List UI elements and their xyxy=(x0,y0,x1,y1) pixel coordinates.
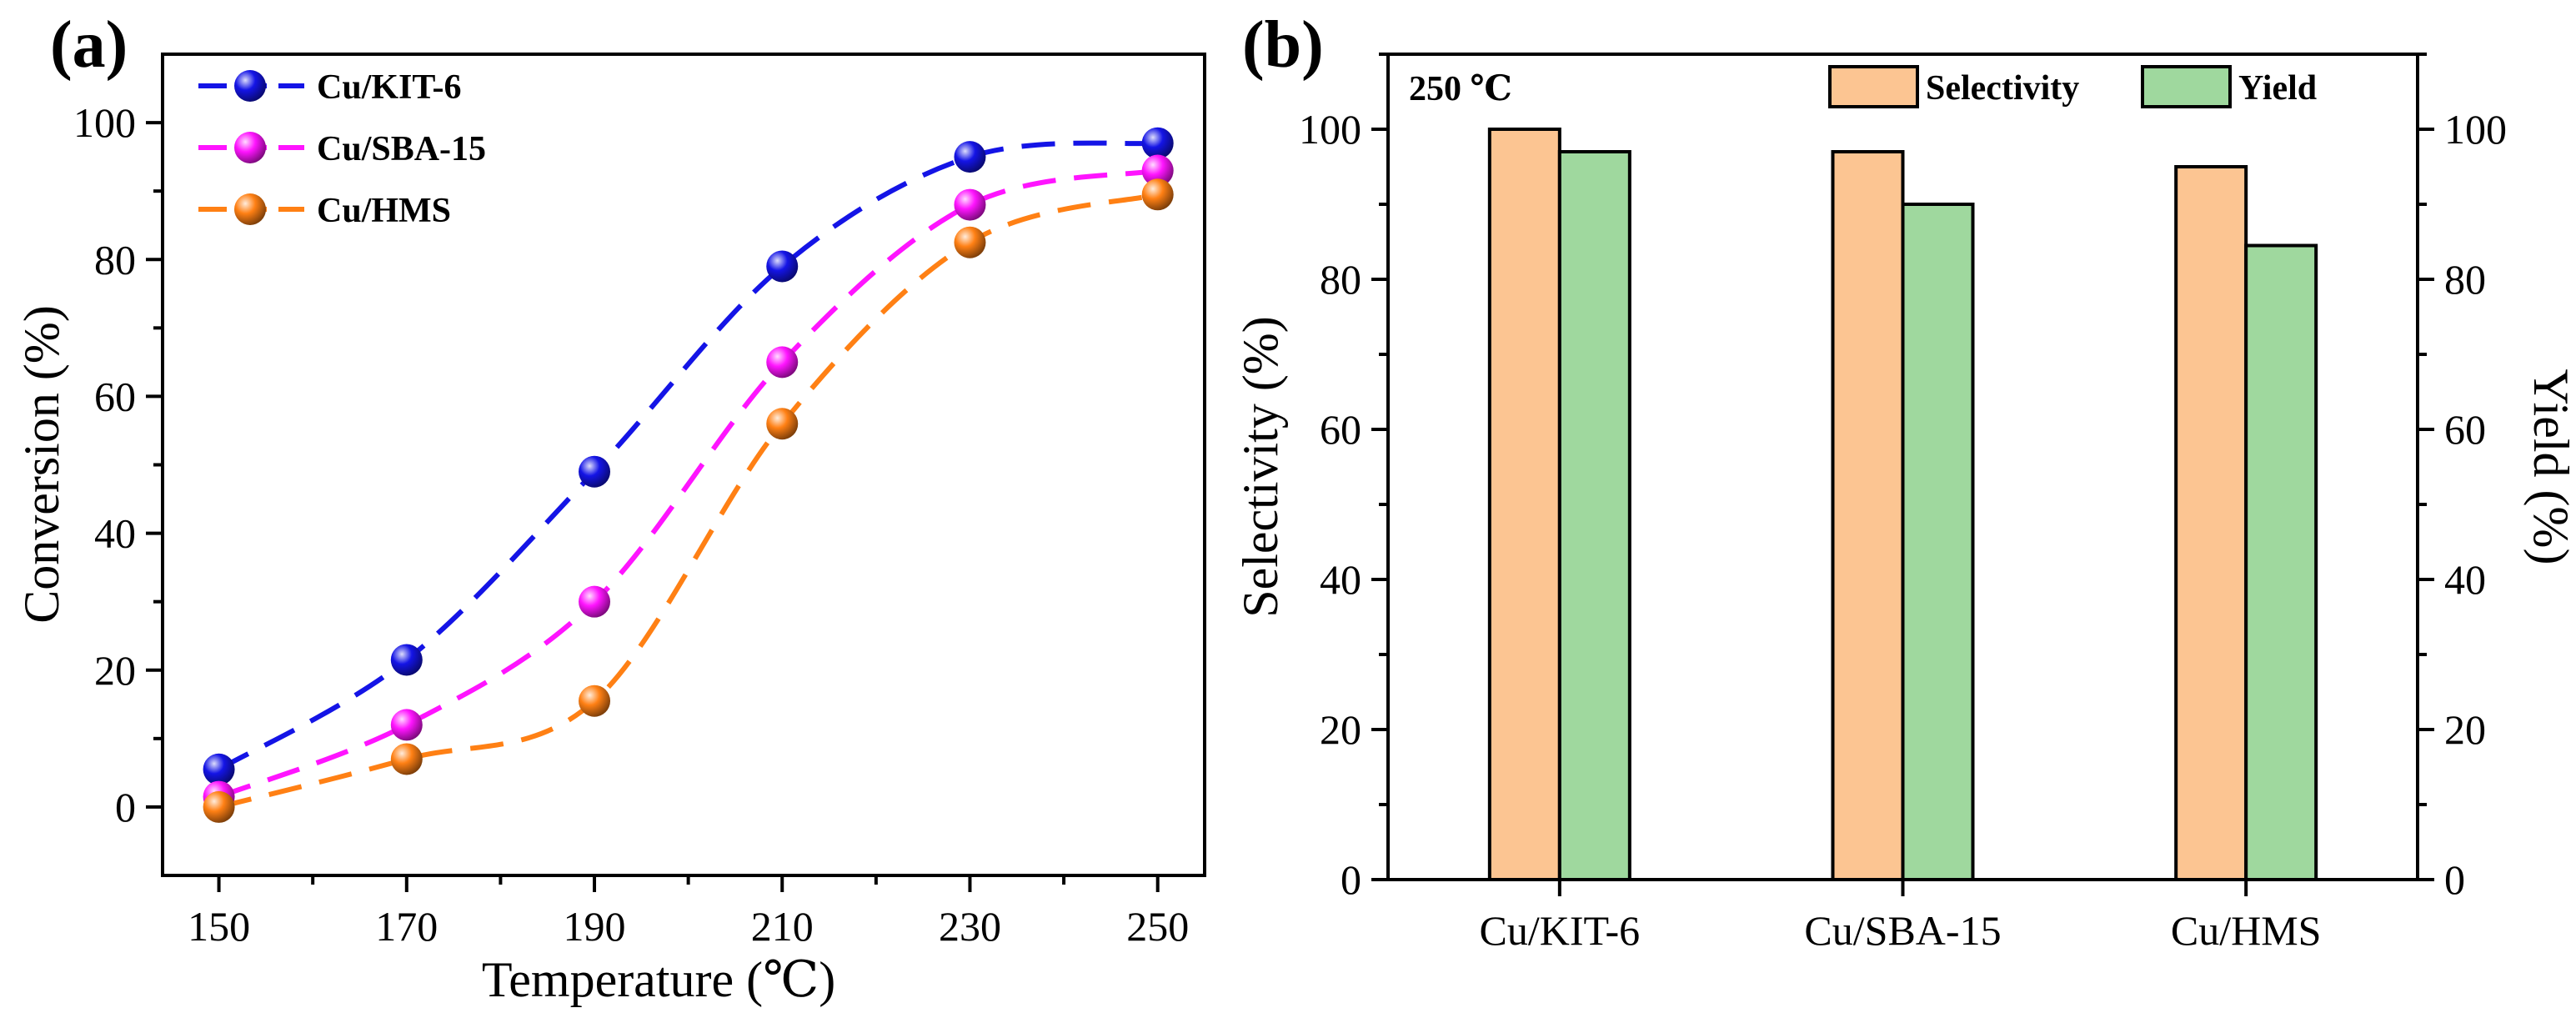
left-y-tick-label: 100 xyxy=(1299,106,1361,153)
legend-swatch xyxy=(1828,65,1919,108)
y-tick-label: 80 xyxy=(94,236,136,283)
x-category-label: Cu/KIT-6 xyxy=(1480,907,1641,954)
panel-b-selectivity-yield-chart: Cu/KIT-6 Cu/SBA-15 Cu/HMS 0 0 20 20 40 40 60 60 80 8… xyxy=(1233,8,2576,954)
bar-yield-cu-hms xyxy=(2244,243,2318,881)
left-y-tick-label: 60 xyxy=(1320,406,1361,453)
x-tick-label: 150 xyxy=(188,903,250,950)
data-point xyxy=(390,709,423,741)
left-y-tick-label: 0 xyxy=(1341,856,1361,903)
legend-marker xyxy=(234,70,266,102)
x-tick-label: 250 xyxy=(1126,903,1189,950)
bar-yield-cu-sba-15 xyxy=(1901,203,1975,881)
panel-a-axis-ticks: 150 170 190 210 230 250 0 20 40 60 80 100 xyxy=(73,99,1189,950)
x-category-label: Cu/SBA-15 xyxy=(1804,907,2001,954)
data-point xyxy=(766,250,799,283)
panel-a-legend: Cu/KIT-6 Cu/SBA-15 Cu/HMS xyxy=(198,68,486,230)
data-point xyxy=(954,141,986,173)
data-point xyxy=(954,226,986,258)
bar-selectivity-cu-hms xyxy=(2174,165,2248,881)
data-point xyxy=(1141,127,1174,159)
x-tick-label: 230 xyxy=(939,903,1001,950)
data-point xyxy=(203,790,235,823)
panel-a-plot-frame xyxy=(161,53,1206,877)
data-point xyxy=(579,585,611,618)
bar-selectivity-cu-kit-6 xyxy=(1487,128,1561,881)
panel-a-data-points xyxy=(203,127,1174,823)
data-point xyxy=(579,455,611,488)
temperature-annotation: 250 ℃ xyxy=(1409,70,1512,108)
data-point xyxy=(390,743,423,775)
bar-yield-cu-kit-6 xyxy=(1557,150,1631,881)
x-tick-label: 190 xyxy=(564,903,626,950)
y-tick-label: 20 xyxy=(94,647,136,694)
x-tick-label: 210 xyxy=(751,903,814,950)
panel-a-x-axis-title: Temperature (℃) xyxy=(482,952,835,1007)
data-point xyxy=(579,685,611,717)
panel-b-legend: Selectivity Yield xyxy=(1828,65,2317,108)
data-point xyxy=(766,408,799,440)
y-tick-label: 40 xyxy=(94,510,136,557)
panel-a-label: (a) xyxy=(50,8,128,82)
legend-marker xyxy=(234,132,266,163)
right-y-tick-label: 80 xyxy=(2444,256,2486,303)
legend-swatch xyxy=(2141,65,2232,108)
y-tick-label: 100 xyxy=(73,99,136,146)
legend-label: Cu/SBA-15 xyxy=(317,130,486,168)
right-y-tick-label: 0 xyxy=(2444,856,2465,903)
right-y-tick-label: 20 xyxy=(2444,706,2486,753)
left-y-tick-label: 80 xyxy=(1320,256,1361,303)
x-category-label: Cu/HMS xyxy=(2171,907,2322,954)
legend-label: Cu/KIT-6 xyxy=(317,68,462,107)
left-y-tick-label: 40 xyxy=(1320,556,1361,603)
y-tick-label: 60 xyxy=(94,373,136,419)
data-point xyxy=(1141,154,1174,187)
legend-label: Selectivity xyxy=(1926,69,2079,108)
panel-b-right-y-axis-title: Yield (%) xyxy=(2523,369,2576,565)
panel-b-bars xyxy=(1487,128,2318,881)
data-point xyxy=(1141,178,1174,211)
panel-b-left-y-axis-title: Selectivity (%) xyxy=(1233,316,1288,618)
data-point xyxy=(954,188,986,221)
panel-b-label: (b) xyxy=(1242,8,1324,82)
data-point xyxy=(390,644,423,676)
bar-selectivity-cu-sba-15 xyxy=(1831,150,1905,881)
legend-label: Cu/HMS xyxy=(317,192,451,230)
right-y-tick-label: 60 xyxy=(2444,406,2486,453)
data-point xyxy=(203,753,235,785)
x-tick-label: 170 xyxy=(375,903,438,950)
right-y-tick-label: 100 xyxy=(2444,106,2507,153)
left-y-tick-label: 20 xyxy=(1320,706,1361,753)
y-tick-label: 0 xyxy=(115,784,136,830)
data-point xyxy=(766,346,799,379)
panel-b-axis-ticks: Cu/KIT-6 Cu/SBA-15 Cu/HMS 0 0 20 20 40 40 60 60 80 8… xyxy=(1299,53,2507,954)
right-y-tick-label: 40 xyxy=(2444,556,2486,603)
panel-a-y-axis-title: Conversion (%) xyxy=(14,305,69,624)
legend-marker xyxy=(234,193,266,225)
legend-label: Yield xyxy=(2238,69,2317,108)
